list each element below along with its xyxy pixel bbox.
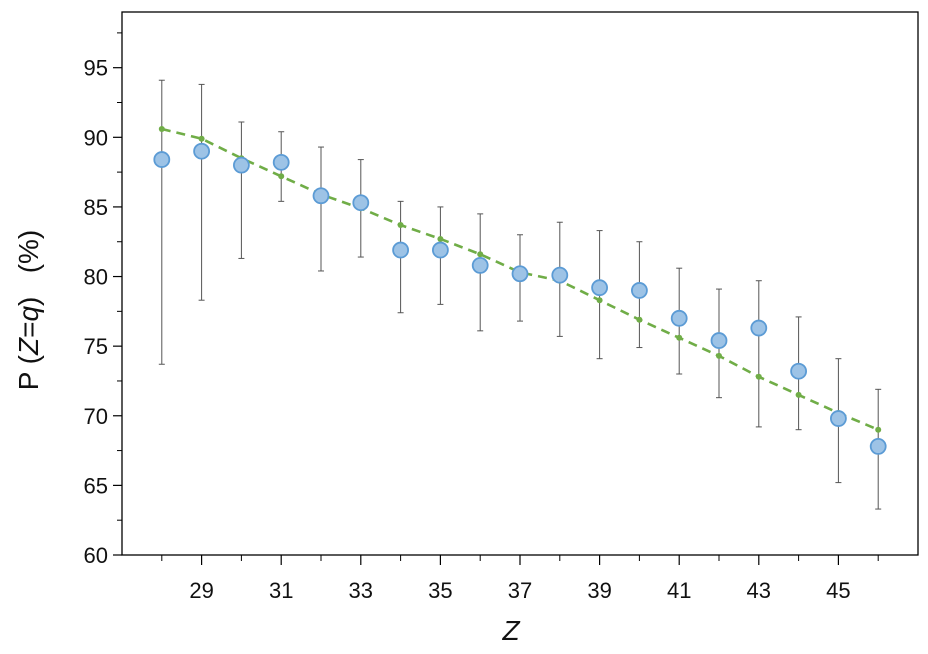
fit-point xyxy=(716,352,722,359)
measured-series xyxy=(153,142,887,455)
fit-point xyxy=(676,334,683,341)
error-bar xyxy=(238,121,245,259)
fit-point xyxy=(755,373,762,380)
error-bar xyxy=(318,146,324,272)
y-tick-label: 65 xyxy=(84,473,108,498)
data-point xyxy=(312,187,330,205)
x-tick-label: 31 xyxy=(269,578,293,603)
y-tick-label: 80 xyxy=(84,265,108,290)
data-point xyxy=(631,282,648,299)
data-point xyxy=(511,265,529,283)
y-tick-label: 90 xyxy=(84,125,108,150)
data-point xyxy=(272,153,290,171)
data-point xyxy=(750,319,768,337)
y-tick-label: 95 xyxy=(84,56,108,81)
data-point xyxy=(352,194,370,212)
x-tick-label: 39 xyxy=(587,578,611,603)
data-point xyxy=(790,362,807,380)
y-tick-label: 85 xyxy=(84,195,108,220)
data-point xyxy=(193,142,211,160)
fit-point xyxy=(875,426,882,433)
data-point xyxy=(471,256,489,274)
error-bars xyxy=(158,79,882,510)
error-bar xyxy=(158,79,165,365)
x-tick-label: 29 xyxy=(189,578,213,603)
x-tick-label: 35 xyxy=(428,578,452,603)
x-tick-label: 43 xyxy=(747,578,771,603)
fit-point xyxy=(158,125,165,132)
data-point xyxy=(869,437,887,455)
fit-point xyxy=(596,297,603,304)
data-point xyxy=(551,266,569,284)
data-point xyxy=(591,279,608,297)
x-tick-label: 45 xyxy=(826,578,850,603)
data-point xyxy=(232,156,250,174)
data-point xyxy=(392,241,410,259)
fit-point xyxy=(437,235,444,242)
data-point xyxy=(670,309,688,327)
error-bar xyxy=(198,83,205,301)
data-point xyxy=(830,410,847,427)
x-tick-label: 41 xyxy=(667,578,691,603)
y-tick-label: 75 xyxy=(84,334,108,359)
y-axis-label: P (Z=q) (%) xyxy=(13,230,44,391)
data-point xyxy=(153,151,171,168)
fit-point xyxy=(278,173,285,180)
fit-point xyxy=(198,135,205,142)
fit-point xyxy=(795,391,802,398)
x-tick-label: 37 xyxy=(508,578,532,603)
y-tick-label: 60 xyxy=(84,543,108,568)
error-bar xyxy=(755,280,762,428)
data-point xyxy=(710,332,728,349)
fit-point xyxy=(636,316,643,323)
data-point xyxy=(431,241,449,259)
x-tick-label: 33 xyxy=(349,578,373,603)
fit-point xyxy=(477,251,484,258)
x-axis-label: Z xyxy=(501,615,520,646)
fit-point xyxy=(397,222,404,229)
axes: 60 65 70 75 80 85 90 95 29 31 33 35 37 39 41 43 45 xyxy=(84,32,879,603)
y-tick-label: 70 xyxy=(84,404,108,429)
